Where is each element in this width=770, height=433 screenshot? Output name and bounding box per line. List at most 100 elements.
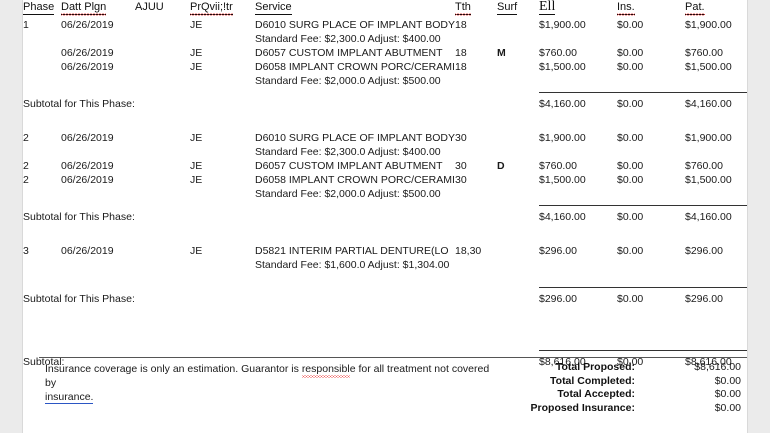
page-gutter-left (0, 0, 22, 433)
grand-subtotal-fee: $8,616.00 (539, 356, 586, 368)
subtotal-label: Subtotal for This Phase: (23, 98, 135, 110)
subtotal-ins: $0.00 (617, 98, 644, 110)
total-accepted-value: $0.00 (714, 388, 741, 400)
table-row-detail: Standard Fee: $2,000.0 Adjust: $500.00 (23, 187, 747, 201)
treatment-plan-sheet: Phase Datt Plgn AJUU PrQvii;!tr Service … (23, 0, 747, 433)
proposed-insurance-label: Proposed Insurance: (530, 401, 635, 414)
subtotal-rule-row (23, 283, 747, 292)
table-row[interactable]: 1 06/26/2019 JE D6010 SURG PLACE OF IMPL… (23, 18, 747, 32)
cell-provider: JE (190, 160, 203, 172)
cell-ajuu (135, 159, 190, 173)
cell-ajuu (135, 131, 190, 145)
cell-tth: 30 (455, 160, 467, 172)
cell-pat: $1,500.00 (685, 174, 732, 186)
table-row[interactable]: 2 06/26/2019 JE D6010 SURG PLACE OF IMPL… (23, 131, 747, 145)
cell-fee: $760.00 (539, 160, 577, 172)
subtotal-fee: $4,160.00 (539, 211, 586, 223)
cell-date: 06/26/2019 (61, 132, 114, 144)
page-edge-right (747, 0, 748, 433)
column-header-fee: Ell (539, 0, 556, 15)
totals-row: Total Proposed: $8,616.00 (467, 361, 747, 375)
subtotal-ins: $0.00 (617, 293, 644, 305)
cell-pat: $296.00 (685, 245, 723, 257)
cell-surf (497, 60, 539, 74)
cell-provider: JE (190, 174, 203, 186)
cell-standard-fee: Standard Fee: $2,300.0 Adjust: $400.00 (255, 33, 441, 45)
grand-subtotal-pat: $8,616.00 (685, 356, 732, 368)
cell-service: D6010 SURG PLACE OF IMPLANT BODY (255, 132, 455, 144)
table-row[interactable]: 3 06/26/2019 JE D5821 INTERIM PARTIAL DE… (23, 244, 747, 258)
table-row[interactable]: 06/26/2019 JE D6058 IMPLANT CROWN PORC/C… (23, 60, 747, 74)
subtotal-rule (539, 283, 747, 292)
table-row[interactable]: 2 06/26/2019 JE D6057 CUSTOM IMPLANT ABU… (23, 159, 747, 173)
cell-provider: JE (190, 245, 203, 257)
row-gap (23, 272, 747, 283)
cell-date: 06/26/2019 (61, 47, 114, 59)
disclaimer-misspelled-word: responsibl (301, 363, 350, 378)
cell-ins: $0.00 (617, 132, 644, 144)
subtotal-fee: $4,160.00 (539, 98, 586, 110)
total-completed-value: $0.00 (714, 374, 741, 387)
cell-date: 06/26/2019 (61, 19, 114, 31)
cell-pat: $760.00 (685, 160, 723, 172)
phase-gap (23, 111, 747, 131)
cell-standard-fee: Standard Fee: $2,300.0 Adjust: $400.00 (255, 146, 441, 158)
total-accepted-label: Total Accepted: (557, 388, 635, 400)
cell-surf (497, 131, 539, 145)
cell-ins: $0.00 (617, 160, 644, 172)
cell-phase: 2 (23, 160, 29, 172)
grand-subtotal-rule (539, 346, 747, 355)
disclaimer-text-part2: e for all treatment not covered by (45, 363, 490, 389)
subtotal-pat: $296.00 (685, 293, 723, 305)
cell-ajuu (135, 60, 190, 74)
subtotal-rule-row (23, 201, 747, 210)
cell-date: 06/26/2019 (61, 174, 114, 186)
totals-row: Proposed Insurance: $0.00 (467, 402, 747, 416)
column-header-ajuu: AJUU (135, 1, 164, 13)
cell-phase (23, 60, 61, 74)
cell-surf (497, 244, 539, 258)
insurance-link[interactable]: insurance (45, 391, 91, 404)
cell-fee: $1,500.00 (539, 174, 586, 186)
cell-fee: $296.00 (539, 245, 577, 257)
cell-ins: $0.00 (617, 47, 644, 59)
column-header-phase: Phase (23, 1, 55, 15)
column-header-tth: Tth (455, 1, 471, 16)
cell-phase: 1 (23, 19, 29, 31)
column-header-provider: PrQvii;!tr (190, 1, 233, 16)
cell-tth: 30 (455, 174, 467, 186)
table-body: 1 06/26/2019 JE D6010 SURG PLACE OF IMPL… (23, 18, 747, 369)
disclaimer-period: . (90, 391, 94, 404)
column-header-ins: Ins. (617, 1, 635, 16)
subtotal-row-phase: Subtotal for This Phase: $4,160.00 $0.00… (23, 210, 747, 224)
cell-tth: 18 (455, 19, 467, 31)
subtotal-pat: $4,160.00 (685, 98, 732, 110)
cell-date: 06/26/2019 (61, 160, 114, 172)
subtotal-row-phase: Subtotal for This Phase: $4,160.00 $0.00… (23, 97, 747, 111)
cell-service: D6010 SURG PLACE OF IMPLANT BODY (255, 19, 455, 31)
cell-tth: 30 (455, 132, 467, 144)
cell-service: D5821 INTERIM PARTIAL DENTURE(LO (255, 245, 449, 257)
cell-service: D6057 CUSTOM IMPLANT ABUTMENT (255, 160, 443, 172)
cell-standard-fee: Standard Fee: $1,600.0 Adjust: $1,304.00 (255, 259, 450, 271)
table-row-detail: Standard Fee: $2,300.0 Adjust: $400.00 (23, 145, 747, 159)
cell-tth: 18,30 (455, 245, 482, 257)
cell-date: 06/26/2019 (61, 61, 114, 73)
phase-gap (23, 224, 747, 244)
totals-row: Total Accepted: $0.00 (467, 388, 747, 402)
cell-standard-fee: Standard Fee: $2,000.0 Adjust: $500.00 (255, 75, 441, 87)
table-row[interactable]: 06/26/2019 JE D6057 CUSTOM IMPLANT ABUTM… (23, 46, 747, 60)
subtotal-fee: $296.00 (539, 293, 577, 305)
cell-tth: 18 (455, 61, 467, 73)
cell-fee: $1,900.00 (539, 19, 586, 31)
column-header-surf: Surf (497, 1, 518, 15)
cell-service: D6057 CUSTOM IMPLANT ABUTMENT (255, 47, 443, 59)
grand-subtotal-row: Subtotal: $8,616.00 $0.00 $8,616.00 (23, 355, 747, 369)
cell-phase: 2 (23, 132, 29, 144)
page-edge-left (22, 0, 23, 433)
cell-ajuu (135, 244, 190, 258)
subtotal-rule (539, 88, 747, 97)
totals-summary: Total Proposed: $8,616.00 Total Complete… (467, 361, 747, 415)
table-row[interactable]: 2 06/26/2019 JE D6058 IMPLANT CROWN PORC… (23, 173, 747, 187)
